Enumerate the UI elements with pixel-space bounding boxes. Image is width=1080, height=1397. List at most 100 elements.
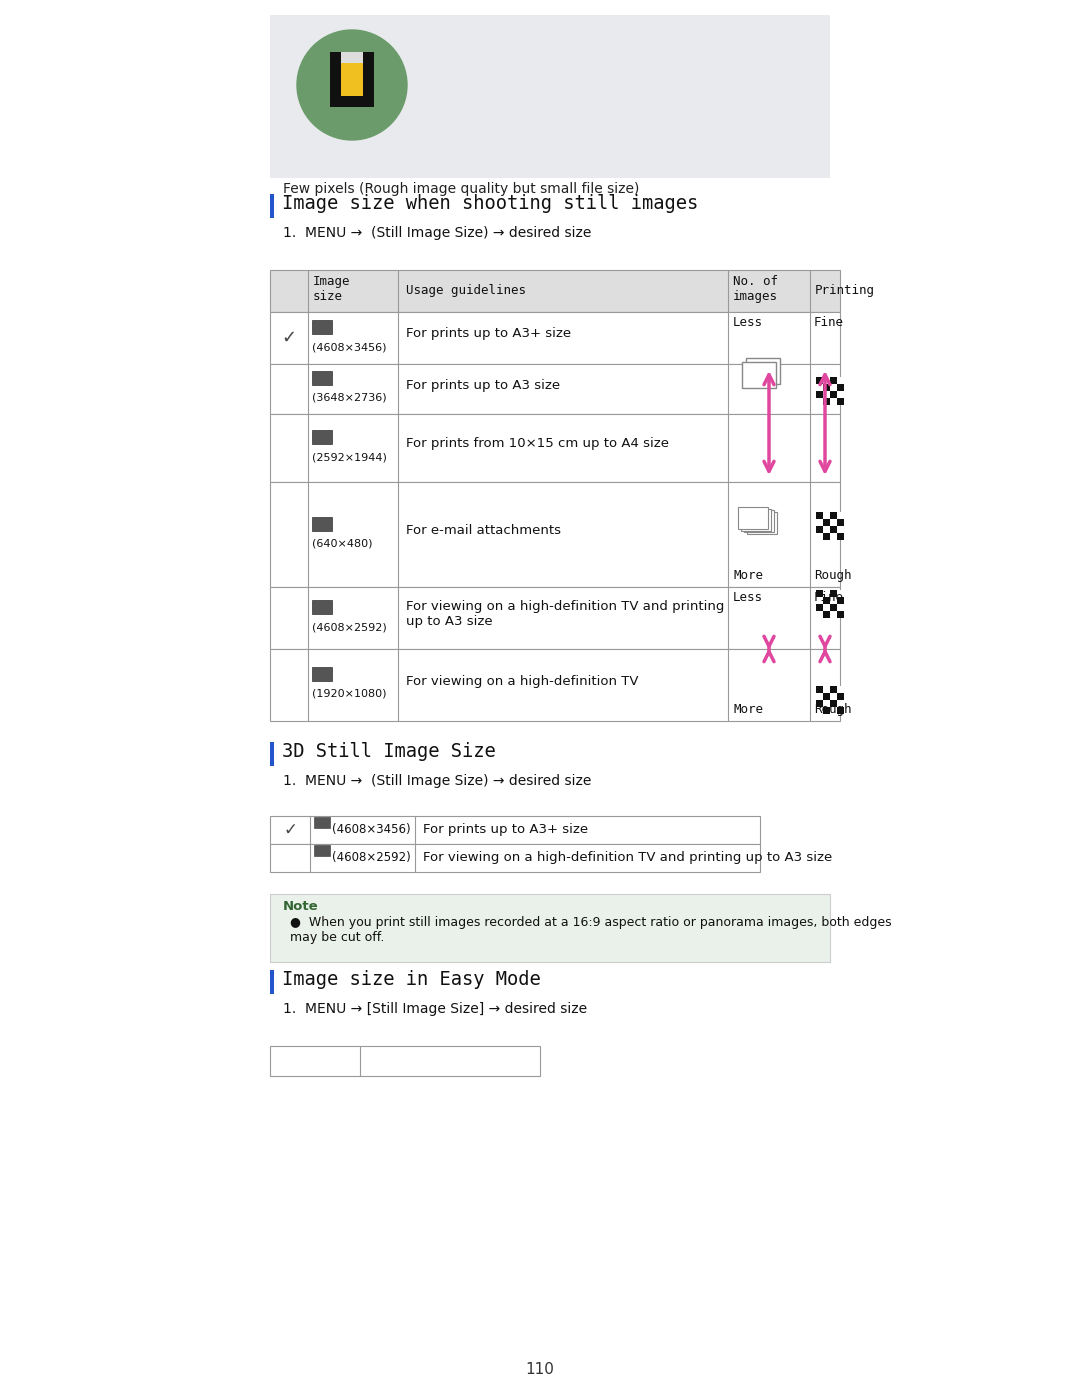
Bar xyxy=(823,604,831,610)
Bar xyxy=(816,391,823,398)
Bar xyxy=(330,85,341,96)
Bar xyxy=(816,707,823,714)
Bar xyxy=(831,604,837,610)
Bar xyxy=(352,85,363,96)
Bar xyxy=(363,63,374,74)
Text: Image size when shooting still images: Image size when shooting still images xyxy=(282,194,699,212)
Bar xyxy=(837,398,843,405)
Bar xyxy=(352,74,363,85)
Circle shape xyxy=(297,29,407,140)
Text: (4608×3456): (4608×3456) xyxy=(332,823,410,837)
Text: (3648×2736): (3648×2736) xyxy=(312,393,387,402)
Bar xyxy=(837,604,843,610)
Bar xyxy=(816,693,823,700)
Bar xyxy=(823,610,831,617)
Bar xyxy=(816,590,823,597)
Bar xyxy=(330,52,341,63)
Text: For prints up to A3+ size: For prints up to A3+ size xyxy=(423,823,589,837)
Bar xyxy=(363,52,374,63)
Bar xyxy=(312,517,332,531)
Bar xyxy=(314,845,330,856)
Bar xyxy=(352,52,363,63)
Bar xyxy=(270,15,831,177)
Bar xyxy=(837,707,843,714)
Text: For viewing on a high-definition TV and printing up to A3 size: For viewing on a high-definition TV and … xyxy=(423,852,833,865)
Bar xyxy=(742,362,777,388)
Text: Few pixels (Rough image quality but small file size): Few pixels (Rough image quality but smal… xyxy=(283,182,639,196)
Bar xyxy=(823,377,831,384)
Bar xyxy=(823,686,831,693)
Bar xyxy=(831,686,837,693)
Bar xyxy=(341,96,352,108)
Bar xyxy=(816,511,823,518)
Bar xyxy=(823,700,831,707)
Bar xyxy=(823,398,831,405)
Text: Fine: Fine xyxy=(814,316,843,330)
Bar xyxy=(837,377,843,384)
Bar xyxy=(837,532,843,539)
Bar xyxy=(312,320,332,334)
Bar xyxy=(314,817,330,828)
Text: More: More xyxy=(733,569,762,583)
Text: Note: Note xyxy=(283,900,319,914)
Bar xyxy=(341,85,352,96)
Bar xyxy=(816,525,823,532)
Text: ✓: ✓ xyxy=(283,821,297,840)
Bar xyxy=(816,597,823,604)
Bar xyxy=(823,511,831,518)
Bar xyxy=(352,96,363,108)
Bar xyxy=(341,52,352,63)
Bar xyxy=(352,52,363,63)
Bar xyxy=(823,518,831,525)
Bar xyxy=(831,610,837,617)
Bar xyxy=(270,270,840,312)
Bar xyxy=(341,63,352,74)
Text: Less: Less xyxy=(733,591,762,604)
Text: More: More xyxy=(733,703,762,717)
Text: 1.  MENU →  (Still Image Size) → desired size: 1. MENU → (Still Image Size) → desired s… xyxy=(283,774,592,788)
Text: For e-mail attachments: For e-mail attachments xyxy=(406,524,561,536)
Text: (4608×3456): (4608×3456) xyxy=(312,342,387,352)
Text: No. of
images: No. of images xyxy=(733,275,778,303)
Text: 1.  MENU →  (Still Image Size) → desired size: 1. MENU → (Still Image Size) → desired s… xyxy=(283,226,592,240)
Bar xyxy=(270,482,840,587)
Bar xyxy=(363,96,374,108)
Bar xyxy=(270,844,760,872)
Bar xyxy=(270,365,840,414)
Bar xyxy=(823,597,831,604)
Bar xyxy=(837,518,843,525)
Bar xyxy=(270,742,274,766)
Text: (4608×2592): (4608×2592) xyxy=(312,622,387,631)
Text: Printing: Printing xyxy=(815,284,875,298)
Bar xyxy=(837,686,843,693)
Bar xyxy=(831,391,837,398)
Bar xyxy=(363,74,374,85)
Bar xyxy=(831,384,837,391)
Bar xyxy=(837,384,843,391)
Text: (1920×1080): (1920×1080) xyxy=(312,689,387,698)
Bar xyxy=(330,63,341,74)
Bar xyxy=(270,194,274,218)
Bar xyxy=(330,74,341,85)
Text: For viewing on a high-definition TV and printing
up to A3 size: For viewing on a high-definition TV and … xyxy=(406,599,725,629)
Text: 1.  MENU → [Still Image Size] → desired size: 1. MENU → [Still Image Size] → desired s… xyxy=(283,1002,588,1016)
Bar xyxy=(831,511,837,518)
Text: For viewing on a high-definition TV: For viewing on a high-definition TV xyxy=(406,675,638,687)
Bar xyxy=(312,599,332,615)
Bar xyxy=(823,532,831,539)
Bar xyxy=(270,587,840,650)
Bar xyxy=(816,604,823,610)
Bar xyxy=(831,597,837,604)
Text: For prints up to A3 size: For prints up to A3 size xyxy=(406,379,561,391)
Bar xyxy=(270,816,760,844)
Text: Fine: Fine xyxy=(814,591,843,604)
Bar xyxy=(831,518,837,525)
Bar xyxy=(831,532,837,539)
Bar xyxy=(363,85,374,96)
Bar xyxy=(831,398,837,405)
Bar xyxy=(837,590,843,597)
Bar xyxy=(823,384,831,391)
Text: ✓: ✓ xyxy=(282,330,297,346)
Bar xyxy=(341,74,352,85)
Bar xyxy=(831,693,837,700)
